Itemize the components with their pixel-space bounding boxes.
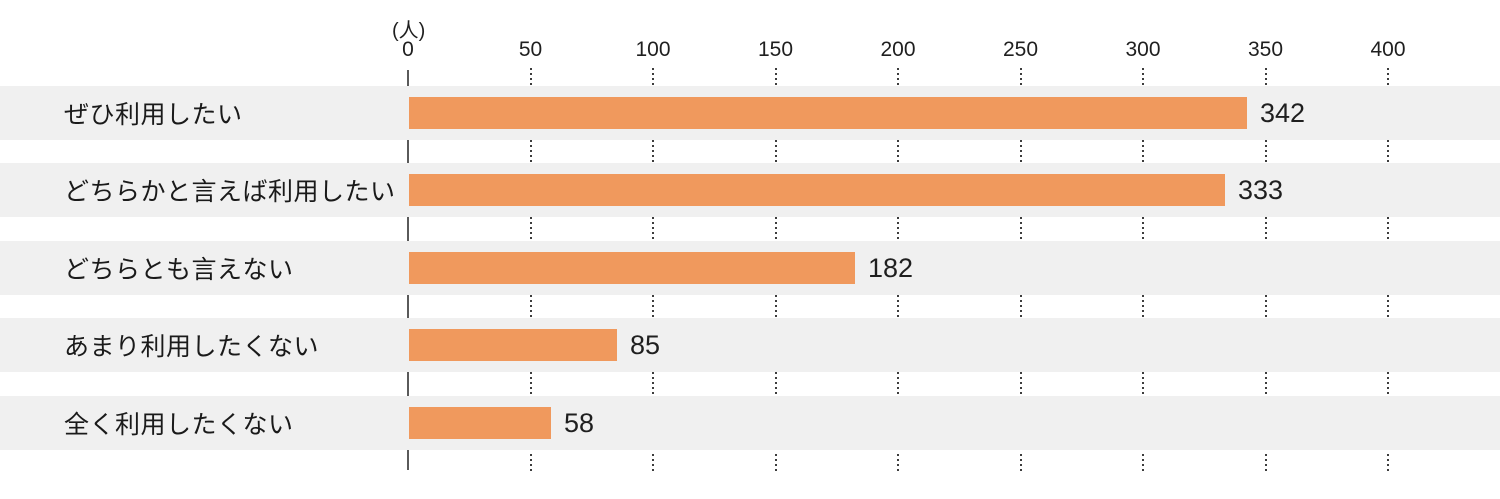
bar-value-label: 58 [564, 407, 595, 438]
bar-value-label: 333 [1238, 174, 1284, 205]
dotted-gridline [1387, 372, 1389, 396]
dotted-gridline [1387, 295, 1389, 318]
dotted-gridline [652, 140, 654, 163]
dotted-gridline [1019, 295, 1022, 318]
dotted-gridline [529, 140, 532, 163]
bar [409, 329, 617, 361]
bar-value-label: 85 [630, 329, 661, 360]
dotted-gridline [897, 140, 899, 163]
dotted-gridline [652, 295, 654, 318]
dotted-gridline [1387, 217, 1389, 241]
dotted-gridline [897, 68, 899, 85]
axis-tick-label: 200 [880, 38, 916, 61]
dotted-gridline [774, 372, 777, 396]
chart-row: 全く利用したくない 58 [0, 396, 1500, 450]
dotted-gridline [1264, 217, 1267, 241]
axis-tick-label: 350 [1247, 38, 1284, 61]
dotted-gridline [1142, 140, 1144, 163]
bar-value-label: 182 [868, 252, 914, 283]
dotted-gridline [529, 454, 532, 471]
dotted-gridline [652, 68, 654, 85]
axis-tick-label: 400 [1370, 38, 1406, 61]
dotted-gridline [1142, 454, 1144, 471]
category-label: どちらかと言えば利用したい [64, 178, 396, 206]
dotted-gridline [1264, 140, 1267, 163]
axis-tick-label: 300 [1125, 38, 1161, 61]
dotted-gridline [1264, 68, 1267, 85]
dotted-gridline [1264, 454, 1267, 471]
dotted-gridline [1142, 372, 1144, 396]
chart-row: ぜひ利用したい 342 [0, 86, 1500, 140]
bar [409, 407, 551, 439]
chart-row: どちらかと言えば利用したい 333 [0, 163, 1500, 217]
dotted-gridline [529, 68, 532, 85]
category-label: ぜひ利用したい [64, 101, 243, 129]
dotted-gridline [774, 140, 777, 163]
dotted-gridline [774, 454, 777, 471]
dotted-gridline [529, 295, 532, 318]
dotted-gridline [1142, 68, 1144, 85]
dotted-gridline [1264, 372, 1267, 396]
axis-unit-label: (人) [392, 20, 426, 42]
dotted-gridline [1019, 217, 1022, 241]
dotted-gridline [897, 372, 899, 396]
axis-tick-label: 100 [635, 38, 671, 61]
bar-group: 182 [409, 252, 913, 284]
dotted-gridline [1387, 140, 1389, 163]
dotted-gridline [897, 295, 899, 318]
dotted-gridline [529, 217, 532, 241]
dotted-gridline [529, 372, 532, 396]
bar-group: 342 [409, 97, 1305, 129]
dotted-gridline [652, 454, 654, 471]
dotted-gridline [1387, 68, 1389, 85]
dotted-gridline [1142, 217, 1144, 241]
bar [409, 252, 855, 284]
dotted-gridline [1142, 295, 1144, 318]
axis-tick-label: 0 [402, 38, 414, 61]
dotted-gridline [1019, 454, 1022, 471]
dotted-gridline [1019, 140, 1022, 163]
category-label: どちらとも言えない [64, 256, 294, 284]
chart-row: どちらとも言えない 182 [0, 241, 1500, 295]
bar [409, 174, 1225, 206]
dotted-gridline [774, 68, 777, 85]
dotted-gridline [774, 295, 777, 318]
category-label: 全く利用したくない [64, 411, 294, 439]
axis-tick-label: 50 [518, 38, 543, 61]
dotted-gridline [897, 454, 899, 471]
bar-group: 58 [409, 407, 594, 439]
axis-tick-label: 250 [1002, 38, 1039, 61]
dotted-gridline [1019, 68, 1022, 85]
dotted-gridline [652, 217, 654, 241]
dotted-gridline [897, 217, 899, 241]
dotted-gridline [1019, 372, 1022, 396]
chart-row: あまり利用したくない 85 [0, 318, 1500, 372]
dotted-gridline [774, 217, 777, 241]
dotted-gridline [652, 372, 654, 396]
bar-value-label: 342 [1260, 97, 1306, 128]
dotted-gridline [1264, 295, 1267, 318]
bar-group: 333 [409, 174, 1283, 206]
category-label: あまり利用したくない [64, 333, 320, 361]
bar-group: 85 [409, 329, 660, 361]
bar [409, 97, 1247, 129]
dotted-gridline [1387, 454, 1389, 471]
axis-tick-label: 150 [757, 38, 794, 61]
